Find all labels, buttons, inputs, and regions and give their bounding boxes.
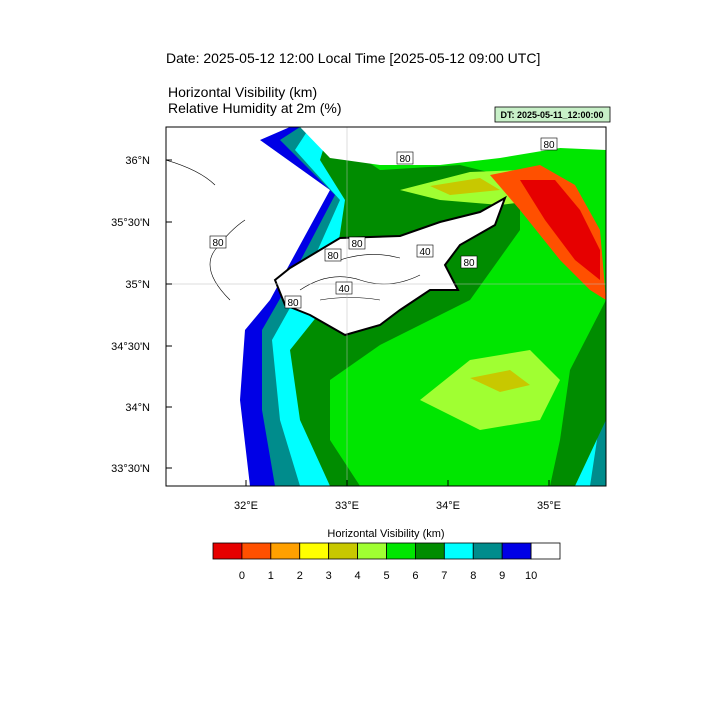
colorbar-tick-label: 3 <box>326 570 332 582</box>
lon-label: 32°E <box>234 500 258 512</box>
colorbar-box <box>472 542 503 560</box>
dt-label: DT: 2025-05-11_12:00:00 <box>500 110 603 120</box>
colorbar-title: Horizontal Visibility (km) <box>327 528 444 540</box>
colorbar-box <box>270 542 301 560</box>
colorbar-box <box>328 542 358 560</box>
lat-label: 34°N <box>125 402 150 414</box>
contour-label-box <box>416 244 434 258</box>
colorbar-tick-label: 10 <box>525 570 537 582</box>
lat-label: 36°N <box>125 155 150 167</box>
colorbar-box <box>357 542 387 560</box>
lat-label: 35°30'N <box>111 217 150 229</box>
title-line: Relative Humidity at 2m (%) <box>168 100 342 116</box>
map-field <box>166 127 606 486</box>
lon-label: 33°E <box>335 500 359 512</box>
lon-label: 35°E <box>537 500 561 512</box>
contour-label: 80 <box>287 298 299 309</box>
colorbar-box <box>386 542 416 560</box>
contour-label: 40 <box>338 284 350 295</box>
colorbar-box <box>299 542 330 560</box>
colorbar-tick-label: 9 <box>499 570 505 582</box>
colorbar-tick-label: 2 <box>297 570 303 582</box>
contour-label-box <box>460 255 478 269</box>
colorbar-tick-label: 1 <box>268 570 274 582</box>
colorbar-tick-label: 4 <box>355 570 361 582</box>
title-line: Horizontal Visibility (km) <box>168 84 317 100</box>
lon-label: 34°E <box>436 500 460 512</box>
contour-label: 80 <box>399 154 411 165</box>
date-line: Date: 2025-05-12 12:00 Local Time [2025-… <box>166 50 540 66</box>
colorbar-box <box>501 542 532 560</box>
contour-label-box <box>396 151 414 165</box>
colorbar-tick-label: 8 <box>470 570 476 582</box>
contour-label: 40 <box>419 247 431 258</box>
colorbar-tick-label: 0 <box>239 570 245 582</box>
contour-label-box <box>284 295 302 309</box>
lat-label: 33°30'N <box>111 463 150 475</box>
contour-label: 80 <box>212 238 224 249</box>
contour-label: 80 <box>351 239 363 250</box>
contour-label: 80 <box>463 258 475 269</box>
colorbar-box <box>530 542 561 560</box>
contour-label: 80 <box>543 140 555 151</box>
colorbar-box <box>415 542 445 560</box>
dt-box <box>494 106 611 123</box>
colorbar-tick-label: 7 <box>441 570 447 582</box>
colorbar-box <box>212 542 243 560</box>
contour-label-box <box>209 235 227 249</box>
contour-label-box <box>335 281 353 295</box>
contour-label-box <box>540 137 558 151</box>
lat-label: 35°N <box>125 279 150 291</box>
map-frame <box>165 126 607 487</box>
colorbar-tick-label: 5 <box>383 570 389 582</box>
lat-label: 34°30'N <box>111 341 150 353</box>
colorbar-box <box>443 542 474 560</box>
contour-label-box <box>324 248 342 262</box>
colorbar-box <box>241 542 272 560</box>
contour-label-box <box>348 236 366 250</box>
contour-label: 80 <box>327 251 339 262</box>
colorbar-tick-label: 6 <box>412 570 418 582</box>
